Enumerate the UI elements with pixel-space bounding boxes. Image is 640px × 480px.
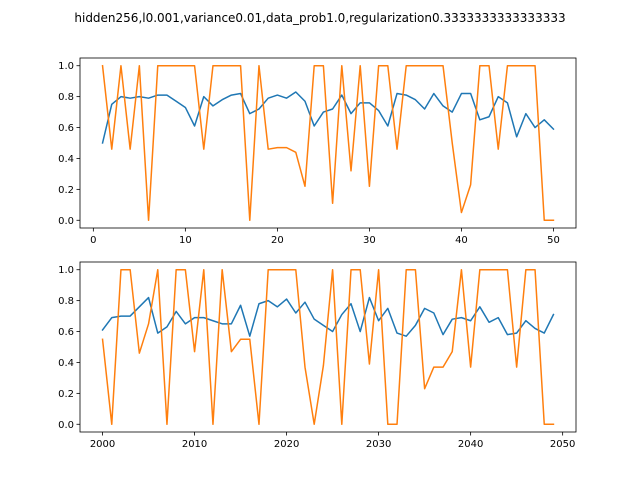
axes-frame (79, 261, 577, 433)
y-tick-label: 0.6 (58, 327, 74, 338)
y-tick-label: 0.0 (58, 216, 74, 227)
y-tick-label: 1.0 (58, 61, 74, 72)
bottom-plot: 2000 2010 2020 2030 2040 2050 0.0 0.2 0.4 0.6 0.8 1… (58, 261, 577, 450)
x-tick-label: 30 (363, 235, 376, 246)
series-line-1 (101, 91, 555, 144)
y-tick-label: 0.8 (58, 92, 74, 103)
y-tick-label: 0.2 (58, 185, 74, 196)
x-tick-label: 2050 (550, 439, 575, 450)
x-tick-label: 40 (455, 235, 468, 246)
x-tick-label: 10 (179, 235, 192, 246)
y-tick-label: 0.2 (58, 389, 74, 400)
x-tick-label: 20 (271, 235, 284, 246)
x-tick-label: 2040 (458, 439, 483, 450)
y-tick-label: 0.8 (58, 296, 74, 307)
x-tick-label: 2010 (182, 439, 207, 450)
y-tick-label: 0.0 (58, 420, 74, 431)
y-tick-label: 0.4 (58, 154, 74, 165)
axes-frame (79, 57, 577, 229)
x-tick-label: 0 (90, 235, 96, 246)
y-tick-label: 0.4 (58, 358, 74, 369)
series-line-1 (101, 296, 555, 337)
series-line-2 (101, 268, 555, 426)
y-tick-label: 0.6 (58, 123, 74, 134)
series-line-2 (101, 64, 555, 222)
x-tick-label: 2020 (274, 439, 299, 450)
y-tick-label: 1.0 (58, 265, 74, 276)
x-tick-label: 2030 (366, 439, 391, 450)
top-plot: 0 10 20 30 40 50 0.0 0.2 0.4 0.6 0.8 1.0 (58, 57, 577, 246)
x-tick-label: 50 (547, 235, 560, 246)
figure-title: hidden256,l0.001,variance0.01,data_prob1… (74, 11, 565, 25)
x-tick-label: 2000 (90, 439, 115, 450)
